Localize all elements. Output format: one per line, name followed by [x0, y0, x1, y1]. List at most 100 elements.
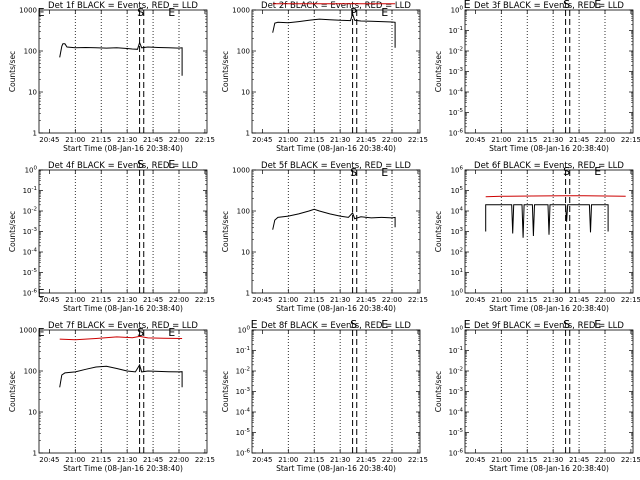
x-tick-label: 22:15	[621, 136, 640, 144]
x-tick-label: 22:15	[195, 136, 215, 144]
x-tick-label: 22:15	[621, 296, 640, 304]
x-tick-label: 21:15	[304, 136, 324, 144]
x-tick-label: 22:15	[408, 456, 428, 464]
x-tick-label: 20:45	[465, 136, 485, 144]
y-tick-label: 100	[451, 289, 464, 298]
panel-title: Det 1f BLACK = Events, RED = LLD	[48, 1, 198, 11]
x-tick-label: 20:45	[465, 456, 485, 464]
x-tick-label: 21:00	[65, 296, 85, 304]
y-axis-label: Counts/sec	[221, 211, 230, 252]
x-tick-label: 20:45	[252, 136, 272, 144]
y-tick-label: 10	[28, 89, 37, 97]
y-tick-label: 10-4	[23, 248, 38, 257]
y-tick-label: 10-3	[236, 387, 251, 396]
x-tick-label: 21:45	[569, 136, 589, 144]
x-tick-label: 21:30	[543, 296, 563, 304]
x-tick-label: 20:45	[465, 296, 485, 304]
marker-e: E	[594, 0, 601, 11]
panel-title: Det 2f BLACK = Events, RED = LLD	[261, 1, 411, 11]
plot-frame	[251, 329, 421, 454]
y-tick-label: 10-2	[449, 367, 463, 376]
x-tick-label: 21:15	[304, 296, 324, 304]
panel-det-7f: Det 7f BLACK = Events, RED = LLD 1 10 100 10…	[8, 321, 215, 473]
x-tick-label: 21:00	[278, 296, 298, 304]
marker-e: E	[594, 318, 601, 331]
x-tick-label: 21:00	[65, 456, 85, 464]
lld-series-line	[59, 335, 183, 341]
y-tick-label: 10-1	[236, 346, 250, 355]
y-tick-label: 10-5	[236, 428, 251, 437]
x-tick-label: 22:00	[595, 296, 615, 304]
x-tick-label: 21:15	[304, 456, 324, 464]
x-tick-label: 21:45	[143, 296, 163, 304]
x-axis-label: Start Time (08-Jan-16 20:38:40)	[489, 304, 609, 313]
x-tick-label: 22:00	[382, 456, 402, 464]
y-tick-label: 10	[241, 249, 250, 257]
plot-frame	[38, 9, 208, 134]
plot-frame	[464, 9, 634, 134]
y-tick-label: 1000	[19, 7, 37, 15]
marker-s: S	[563, 165, 570, 178]
marker-s: S	[350, 166, 357, 179]
events-series-line	[272, 12, 396, 48]
plot-frame	[251, 169, 421, 294]
marker-e: E	[381, 166, 388, 179]
marker-s: S	[137, 158, 144, 171]
events-series-line	[59, 363, 183, 388]
panel-det-8f: Det 8f BLACK = Events, RED = LLD 10-6 10-5…	[221, 318, 428, 473]
x-tick-label: 20:45	[39, 296, 59, 304]
x-tick-label: 22:15	[621, 456, 640, 464]
x-tick-label: 21:15	[91, 136, 111, 144]
panel-title: Det 8f BLACK = Events, RED = LLD	[261, 321, 411, 331]
y-tick-label: 10-4	[449, 88, 464, 97]
x-axis-label: Start Time (08-Jan-16 20:38:40)	[276, 304, 396, 313]
y-tick-label: 10-1	[449, 346, 463, 355]
panel-title: Det 7f BLACK = Events, RED = LLD	[48, 321, 198, 331]
y-tick-label: 100	[24, 48, 37, 56]
y-tick-label: 10-5	[23, 268, 38, 277]
marker-e: E	[381, 318, 388, 331]
y-tick-label: 1	[246, 130, 250, 138]
marker-e: E	[168, 158, 175, 171]
panel-title: Det 6f BLACK = Events, RED = LLD	[474, 161, 624, 171]
marker-e: E	[594, 165, 601, 178]
marker-e: E	[168, 6, 175, 19]
x-tick-label: 21:45	[569, 296, 589, 304]
x-axis-label: Start Time (08-Jan-16 20:38:40)	[63, 464, 183, 473]
y-axis-label: Counts/sec	[8, 51, 17, 92]
x-axis-label: Start Time (08-Jan-16 20:38:40)	[276, 464, 396, 473]
x-axis-label: Start Time (08-Jan-16 20:38:40)	[276, 144, 396, 153]
x-tick-label: 21:30	[117, 296, 137, 304]
y-axis-label: Counts/sec	[221, 51, 230, 92]
x-tick-label: 21:45	[356, 456, 376, 464]
x-tick-label: 21:45	[356, 136, 376, 144]
y-tick-label: 10-6	[23, 289, 38, 298]
panel-det-4f: Det 4f BLACK = Events, RED = LLD 10-6 10-5…	[8, 158, 215, 313]
x-tick-label: 21:15	[91, 456, 111, 464]
panel-det-1f: Det 1f BLACK = Events, RED = LLD 1 10 100 10…	[8, 1, 215, 153]
y-axis-label: Counts/sec	[8, 371, 17, 412]
marker-e: E	[381, 6, 388, 19]
x-axis-label: Start Time (08-Jan-16 20:38:40)	[63, 144, 183, 153]
y-axis-label: Counts/sec	[434, 51, 443, 92]
x-tick-label: 21:30	[330, 456, 350, 464]
x-tick-label: 21:30	[543, 456, 563, 464]
y-axis-label: Counts/sec	[8, 211, 17, 252]
y-tick-label: 1000	[19, 327, 37, 335]
panel-det-6f: Det 6f BLACK = Events, RED = LLD 100 101 10…	[434, 161, 640, 313]
x-tick-label: 22:00	[382, 136, 402, 144]
x-tick-label: 21:00	[491, 296, 511, 304]
x-tick-label: 21:00	[278, 456, 298, 464]
x-tick-label: 22:00	[595, 136, 615, 144]
x-axis-label: Start Time (08-Jan-16 20:38:40)	[489, 464, 609, 473]
plot-frame	[464, 329, 634, 454]
y-tick-label: 10-6	[449, 129, 464, 138]
x-tick-label: 21:15	[517, 456, 537, 464]
panel-title: Det 4f BLACK = Events, RED = LLD	[48, 161, 198, 171]
y-tick-label: 100	[24, 368, 37, 376]
marker-s: S	[137, 6, 144, 19]
panel-det-2f: Det 2f BLACK = Events, RED = LLD 1 10 100 10…	[221, 1, 428, 153]
panel-det-3f: Det 3f BLACK = Events, RED = LLD 10-6 10-5…	[434, 0, 640, 153]
marker-s: S	[563, 0, 570, 11]
